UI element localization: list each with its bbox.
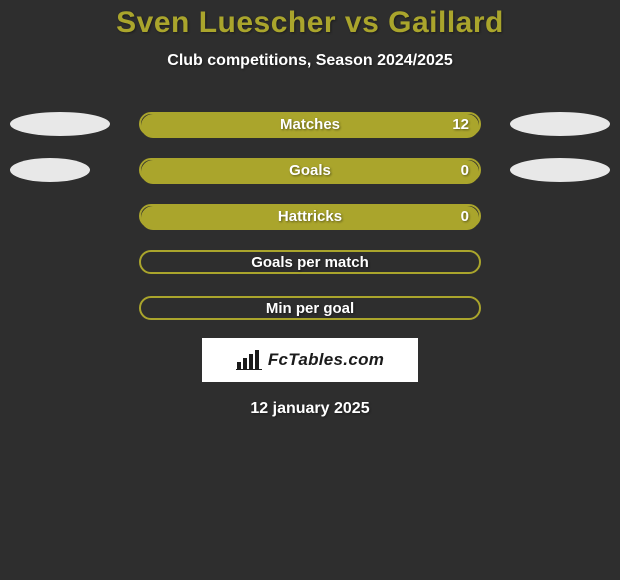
site-logo-text: FcTables.com [268,350,384,370]
stat-value-right: 12 [452,116,469,133]
stat-row: Goals 0 [0,158,620,182]
stat-bar: Goals per match [139,250,481,274]
page-subtitle: Club competitions, Season 2024/2025 [0,52,620,70]
stat-label: Goals per match [251,254,369,271]
stat-row: Min per goal [0,296,620,320]
stat-label: Matches [280,116,340,133]
stat-bar: Hattricks 0 [139,204,481,228]
stat-bar: Goals 0 [139,158,481,182]
stat-label: Min per goal [266,300,354,317]
player-right-ellipse [510,112,610,136]
stat-value-right: 0 [461,162,469,179]
stat-value-right: 0 [461,208,469,225]
player-right-ellipse [510,158,610,182]
page-title: Sven Luescher vs Gaillard [0,0,620,40]
stat-bar: Matches 12 [139,112,481,136]
stat-label: Goals [289,162,331,179]
site-logo: FcTables.com [202,338,418,382]
stats-container: Matches 12 Goals 0 Hattricks 0 Goals per match… [0,112,620,320]
bar-chart-icon [236,350,262,370]
footer-date: 12 january 2025 [0,400,620,418]
stat-row: Matches 12 [0,112,620,136]
player-left-ellipse [10,158,90,182]
player-left-ellipse [10,112,110,136]
stat-label: Hattricks [278,208,342,225]
stat-row: Hattricks 0 [0,204,620,228]
stat-row: Goals per match [0,250,620,274]
comparison-infographic: Sven Luescher vs Gaillard Club competiti… [0,0,620,580]
stat-bar: Min per goal [139,296,481,320]
